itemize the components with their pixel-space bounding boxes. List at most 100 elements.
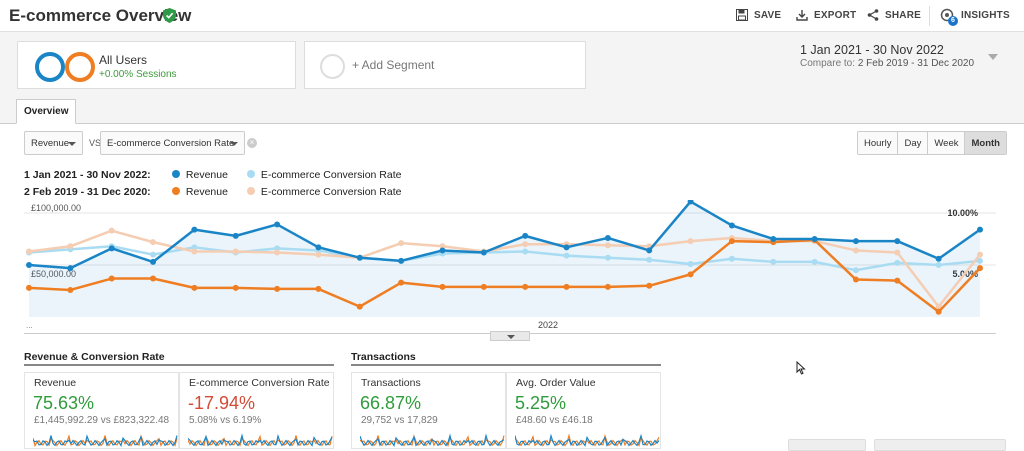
toolbar-divider (929, 6, 930, 26)
date-dropdown-caret-icon[interactable] (988, 54, 998, 60)
data-point (935, 255, 942, 262)
data-point (977, 257, 983, 264)
metric-card-avg-order-value[interactable]: Avg. Order Value 5.25% £48.60 vs £46.18 (506, 372, 661, 449)
segment-all-users[interactable]: All Users +0.00% Sessions (17, 41, 296, 89)
revenue-section-title: Revenue & Conversion Rate (24, 351, 165, 363)
bottom-action-button[interactable] (788, 439, 866, 451)
data-point (480, 249, 487, 256)
data-point (852, 238, 859, 245)
compare-range-value: 2 Feb 2019 - 31 Dec 2020 (857, 58, 975, 69)
insights-button[interactable]: 6 INSIGHTS (940, 8, 1010, 26)
share-button[interactable]: SHARE (867, 9, 921, 21)
data-point (852, 267, 859, 274)
insights-badge: 6 (948, 16, 958, 26)
data-point (67, 265, 74, 272)
legend-period: 2 Feb 2019 - 31 Dec 2020: (24, 186, 151, 198)
metric-card-change: -17.94% (188, 393, 256, 413)
legend-item: E-commerce Conversion Rate (246, 186, 402, 198)
data-point (728, 255, 735, 262)
chevron-down-icon (68, 142, 76, 146)
tab-bar: Overview (0, 99, 1024, 124)
sparkline-chart (188, 433, 333, 447)
data-point (439, 283, 446, 290)
secondary-metric-select[interactable]: E-commerce Conversion Rate (100, 131, 245, 155)
sparkline-chart (33, 434, 178, 447)
data-point (728, 222, 735, 229)
data-point (935, 308, 942, 315)
data-point (604, 254, 611, 261)
sparkline-series (515, 433, 660, 447)
legend-item: Revenue (171, 186, 244, 198)
add-segment-label: + Add Segment (352, 58, 435, 72)
data-point (522, 248, 529, 255)
metric-card-label: E-commerce Conversion Rate (189, 377, 330, 389)
legend-row-current: 1 Jan 2021 - 30 Nov 2022: Revenue E-comm… (24, 169, 401, 181)
sparkline-series (360, 433, 505, 447)
data-point (770, 236, 777, 242)
metric-card-revenue[interactable]: Revenue 75.63% £1,445,992.29 vs £823,322… (24, 372, 179, 449)
metric-card-change: 75.63% (33, 393, 95, 413)
granularity-month[interactable]: Month (965, 132, 1006, 154)
legend-dot-icon (246, 187, 255, 196)
metric-card-transactions[interactable]: Transactions 66.87% 29,752 vs 17,829 (351, 372, 506, 449)
export-button[interactable]: EXPORT (796, 9, 856, 21)
y-axis-left-label: £100,000.00 (31, 203, 81, 213)
export-label: EXPORT (814, 9, 857, 21)
date-range-picker[interactable]: 1 Jan 2021 - 30 Nov 2022 (800, 43, 944, 57)
legend-series-name: Revenue (185, 169, 228, 181)
data-point (274, 221, 281, 228)
metric-card-label: Avg. Order Value (516, 377, 596, 389)
data-point (480, 283, 487, 290)
data-point (150, 251, 157, 258)
clear-secondary-metric-icon[interactable]: × (247, 138, 257, 148)
data-point (687, 200, 694, 205)
legend-series-name: Revenue (185, 186, 228, 198)
metric-card-label: Revenue (34, 377, 77, 389)
data-point (67, 243, 74, 250)
share-icon (867, 9, 879, 21)
series-line (28, 229, 981, 308)
granularity-toggle: Hourly Day Week Month (857, 131, 1007, 155)
chevron-down-icon (230, 142, 238, 146)
data-point (108, 275, 115, 282)
insights-icon: 6 (940, 8, 958, 26)
data-point (646, 256, 653, 263)
metric-card-comparison: £48.60 vs £46.18 (516, 415, 593, 426)
data-point (522, 241, 529, 248)
granularity-week[interactable]: Week (928, 132, 966, 154)
granularity-hourly[interactable]: Hourly (858, 132, 899, 154)
data-point (770, 258, 777, 265)
vs-label: VS (89, 138, 102, 148)
bottom-action-button[interactable] (874, 439, 1006, 451)
legend-item: Revenue (171, 169, 244, 181)
legend-dot-icon (171, 187, 180, 196)
legend-dot-icon (171, 170, 180, 179)
segment-ring-previous (65, 52, 95, 82)
share-label: SHARE (885, 9, 922, 21)
primary-metric-select[interactable]: Revenue (24, 131, 83, 155)
sparkline-series (188, 433, 333, 447)
legend-series-name: E-commerce Conversion Rate (260, 186, 402, 198)
data-point (108, 245, 115, 252)
save-button[interactable]: SAVE (736, 9, 781, 21)
metric-card-conversion-rate[interactable]: E-commerce Conversion Rate -17.94% 5.08%… (179, 372, 334, 449)
add-segment-button[interactable]: + Add Segment (304, 41, 586, 89)
legend-dot-icon (246, 170, 255, 179)
data-point (398, 240, 405, 247)
save-icon (736, 9, 748, 21)
data-point (935, 303, 942, 310)
data-point (232, 284, 239, 291)
metric-card-change: 66.87% (360, 393, 422, 413)
y-axis-right-label: 10.00% (947, 208, 978, 218)
granularity-day[interactable]: Day (898, 132, 929, 154)
data-point (894, 238, 901, 245)
data-point (604, 234, 611, 241)
metric-card-comparison: £1,445,992.29 vs £823,322.48 (34, 415, 170, 426)
revenue-conversion-line-chart[interactable]: £100,000.00£50,000.0010.00%5.00%2022... (0, 200, 1024, 335)
top-bar: E-commerce Overview SAVE EXPORT SHARE 6 … (0, 0, 1024, 32)
tab-overview[interactable]: Overview (16, 99, 77, 124)
data-point (935, 262, 942, 268)
chart-expand-toggle[interactable] (490, 331, 530, 341)
data-point (852, 247, 859, 254)
metric-card-label: Transactions (361, 377, 421, 389)
